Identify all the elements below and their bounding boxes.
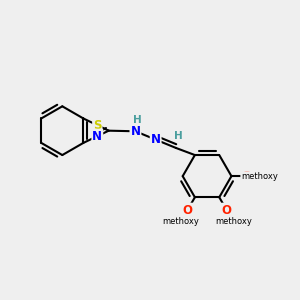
Text: N: N (130, 125, 140, 138)
Text: N: N (92, 130, 102, 143)
Text: H: H (133, 115, 141, 125)
Text: H: H (175, 131, 183, 141)
Text: N: N (151, 133, 161, 146)
Text: methoxy: methoxy (215, 218, 252, 226)
Text: O: O (182, 204, 193, 217)
Text: O: O (222, 204, 232, 217)
Text: methoxy: methoxy (162, 218, 199, 226)
Text: methoxy: methoxy (242, 172, 278, 181)
Text: O: O (241, 170, 251, 183)
Text: S: S (93, 119, 102, 132)
